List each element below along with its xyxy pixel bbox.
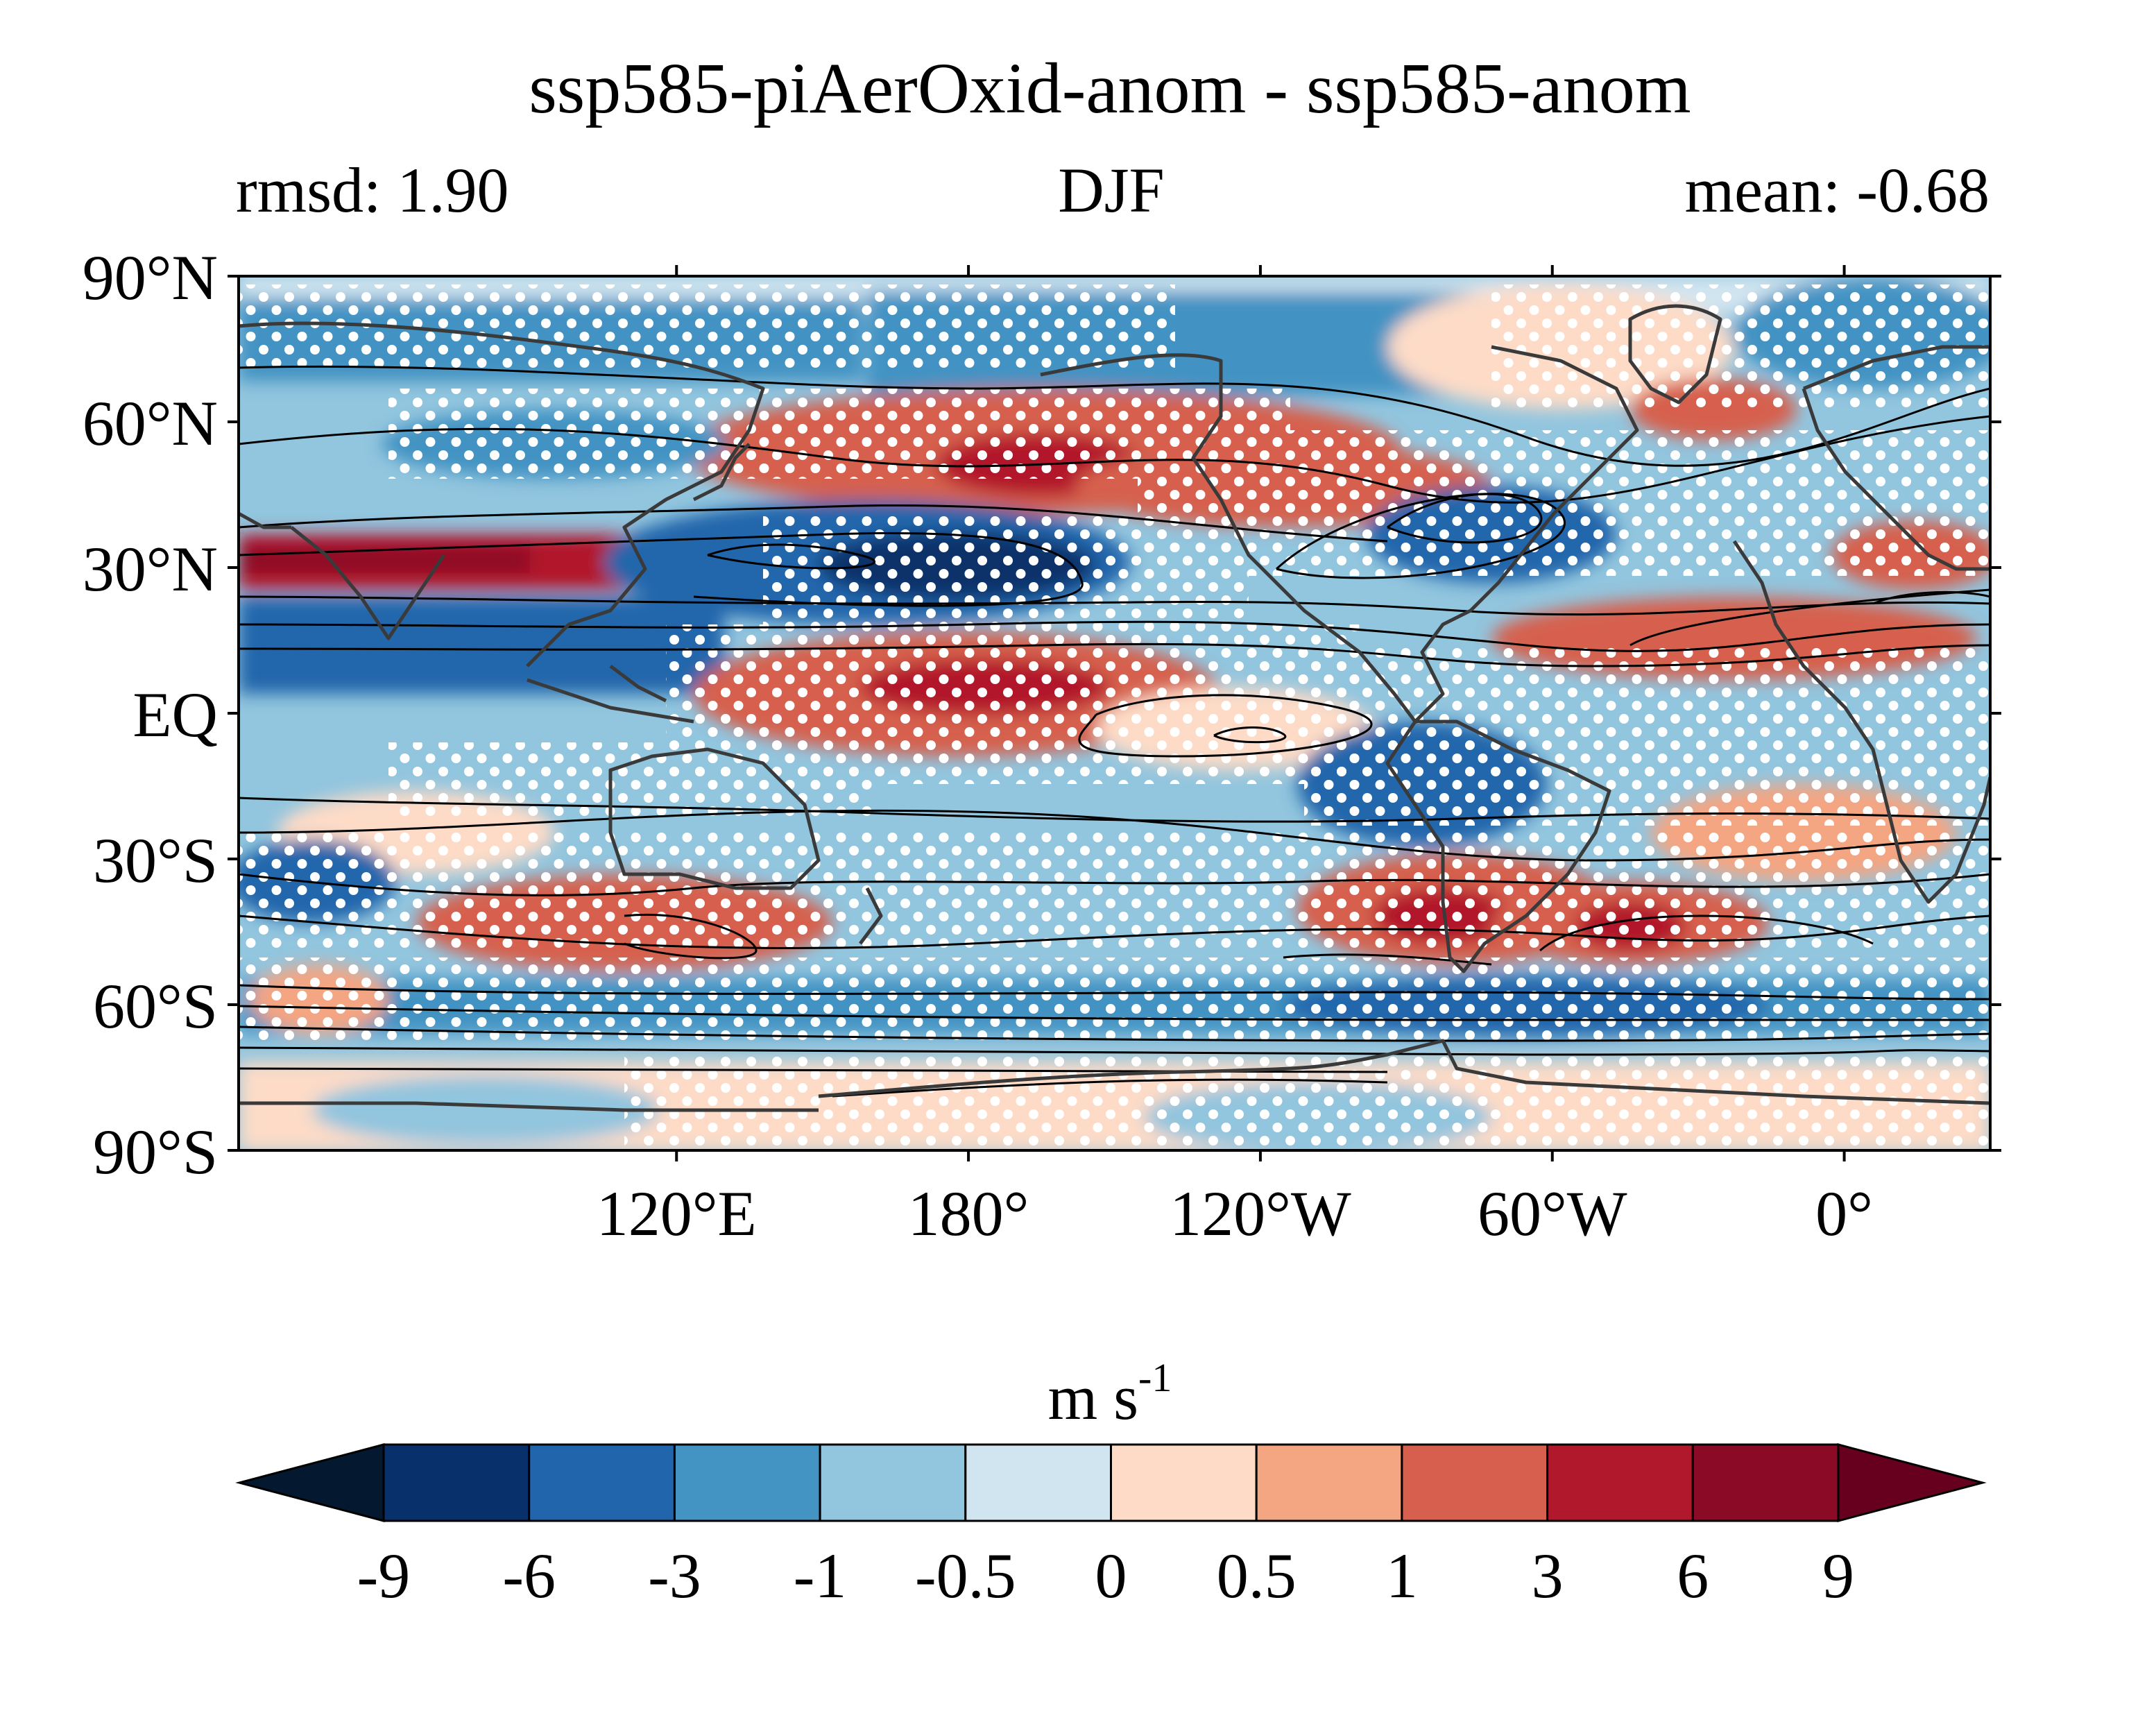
latitude-axis: 90°N 60°N 30°N EQ 30°S 60°S 90°S: [83, 242, 2001, 1187]
colorbar-tick-label: -1: [794, 1540, 847, 1611]
colorbar-extend-under: [235, 1443, 385, 1522]
colorbar-bin: [1401, 1443, 1549, 1522]
colorbar-bin: [1110, 1443, 1258, 1522]
subtitle-center: DJF: [1058, 155, 1164, 225]
colorbar-tick-label: 6: [1677, 1540, 1709, 1611]
lat-tick-label: 60°S: [93, 971, 218, 1041]
colorbar-bin: [673, 1443, 821, 1522]
colorbar-bin: [1691, 1443, 1840, 1522]
colorbar-tick-label: 0.5: [1217, 1540, 1297, 1611]
subtitle-right: mean: -0.68: [1685, 155, 1990, 225]
longitude-axis: 120°E 180° 120°W 60°W 0°: [597, 265, 1873, 1249]
lat-tick-label: 30°S: [93, 825, 218, 896]
lon-tick-label: 60°W: [1478, 1178, 1627, 1249]
colorbar-tick-label: -6: [502, 1540, 556, 1611]
colorbar-unit: m s-1: [1048, 1355, 1172, 1433]
subtitle-left: rmsd: 1.90: [236, 155, 509, 225]
lon-tick-label: 120°W: [1170, 1178, 1351, 1249]
colorbar-extend-over: [1837, 1443, 1987, 1522]
colorbar-bin: [819, 1443, 967, 1522]
lat-tick-label: 60°N: [83, 388, 218, 459]
colorbar-bin: [1255, 1443, 1403, 1522]
lat-tick-label: EQ: [132, 679, 218, 750]
colorbar-tick-label: 9: [1822, 1540, 1854, 1611]
lon-tick-label: 180°: [908, 1178, 1029, 1249]
colorbar-bin: [1546, 1443, 1694, 1522]
colorbar-bin: [964, 1443, 1113, 1522]
colorbar-bin: [382, 1443, 531, 1522]
lat-tick-label: 90°N: [83, 242, 218, 313]
colorbar-tick-label: -0.5: [915, 1540, 1016, 1611]
figure-title: ssp585-piAerOxid-anom - ssp585-anom: [529, 49, 1691, 128]
colorbar-tick-label: -3: [648, 1540, 701, 1611]
colorbar-tick-label: 3: [1532, 1540, 1564, 1611]
lon-tick-label: 120°E: [597, 1178, 757, 1249]
colorbar-tick-label: 1: [1386, 1540, 1418, 1611]
colorbar-bin: [528, 1443, 676, 1522]
colorbar-tick-label: -9: [357, 1540, 411, 1611]
coastlines: [239, 304, 1990, 1112]
lat-tick-label: 30°N: [83, 534, 218, 604]
lat-tick-label: 90°S: [93, 1116, 218, 1187]
significance-stippling: [239, 284, 1990, 1150]
anomaly-map: [239, 276, 1990, 1150]
colorbar-tick-label: 0: [1095, 1540, 1127, 1611]
lon-tick-label: 0°: [1815, 1178, 1873, 1249]
colorbar: m s-1 -9 -6 -3 -1 -0.5 0 0.5 1 3 6 9: [235, 1355, 1987, 1611]
climatology-contours: [239, 365, 1990, 1098]
